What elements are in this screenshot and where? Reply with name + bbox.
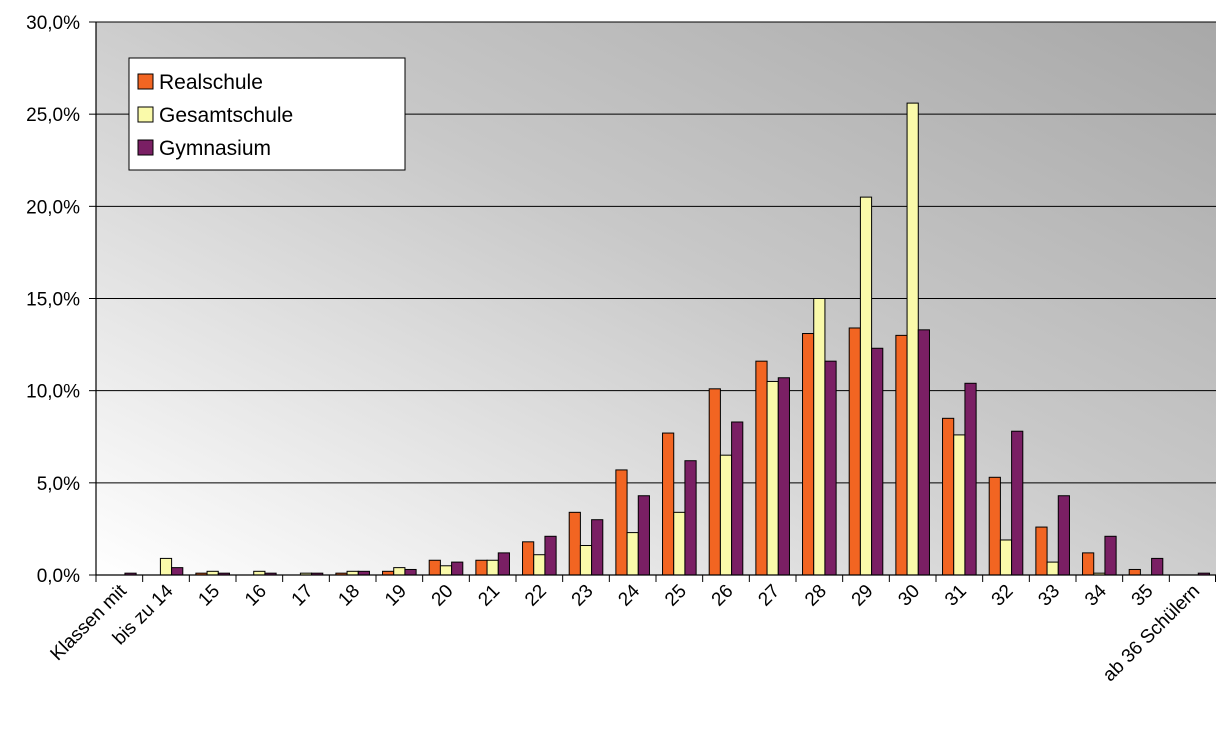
bar-gymnasium-6 [404, 568, 417, 576]
legend-label-realschule: Realschule [159, 71, 263, 94]
bars [124, 102, 1210, 576]
bar-gesamtschule-20 [1046, 561, 1059, 576]
x-tick-label: 21 [474, 581, 504, 611]
bar-gymnasium-19 [1011, 430, 1024, 576]
bar-realschule-14 [755, 360, 768, 576]
bar-realschule-12 [662, 432, 675, 576]
bar-gymnasium-13 [731, 421, 744, 576]
bar-gesamtschule-9 [533, 554, 546, 576]
bar-realschule-21 [1082, 552, 1095, 576]
x-tick-label: 24 [614, 580, 644, 610]
x-tick-label: 18 [334, 581, 364, 611]
bar-realschule-9 [522, 541, 535, 576]
bar-gesamtschule-16 [859, 196, 873, 576]
x-tick-label: 35 [1128, 581, 1158, 611]
bar-gesamtschule-14 [766, 380, 779, 576]
bar-realschule-8 [475, 559, 488, 576]
bar-gymnasium-17 [917, 329, 930, 576]
gridlines [96, 21, 1216, 484]
legend-box [128, 57, 406, 171]
bar-realschule-13 [708, 388, 721, 576]
bar-gymnasium-21 [1104, 535, 1117, 576]
bar-gymnasium-22 [1151, 557, 1164, 576]
bar-realschule-7 [428, 559, 441, 576]
bar-gymnasium-16 [871, 347, 884, 576]
y-tick-label: 10,0% [26, 382, 80, 403]
x-tick-label: 17 [288, 581, 318, 611]
legend-label-gesamtschule: Gesamtschule [159, 104, 293, 127]
x-tick-label: 29 [848, 581, 878, 611]
bar-gesamtschule-1 [159, 557, 173, 576]
bar-gesamtschule-8 [486, 559, 499, 576]
bar-gesamtschule-18 [953, 434, 966, 576]
y-tick-label: 25,0% [26, 105, 80, 126]
x-tick-label: 27 [754, 581, 784, 611]
bar-gymnasium-18 [964, 382, 977, 576]
bar-gesamtschule-12 [673, 511, 686, 576]
legend: Realschule Gesamtschule Gymnasium [128, 57, 406, 171]
bar-realschule-22 [1128, 568, 1141, 576]
bar-realschule-20 [1035, 526, 1048, 576]
y-tick-label: 0,0% [37, 566, 80, 587]
x-tick-label: 30 [894, 581, 924, 611]
bar-gymnasium-9 [544, 535, 557, 576]
x-tick-label: 19 [381, 581, 411, 611]
bar-gymnasium-10 [591, 519, 604, 576]
bar-gymnasium-20 [1057, 495, 1070, 576]
x-tick-label: 15 [194, 581, 224, 611]
bar-gesamtschule-7 [439, 565, 453, 576]
x-tick-label: 23 [568, 581, 598, 611]
x-tick-label: 22 [521, 581, 551, 611]
y-tick-label: 15,0% [26, 290, 80, 311]
x-tick-label: 26 [708, 581, 738, 611]
y-tick-label: 30,0% [26, 13, 80, 34]
bar-gymnasium-14 [777, 377, 790, 576]
bar-gesamtschule-15 [813, 298, 826, 576]
legend-swatch-realschule [137, 73, 154, 90]
bar-realschule-18 [942, 417, 955, 576]
bar-realschule-15 [802, 333, 815, 576]
bar-realschule-17 [895, 334, 908, 576]
bar-gymnasium-1 [171, 567, 184, 576]
bar-gymnasium-12 [684, 460, 697, 576]
x-tick-label: 32 [988, 581, 1018, 611]
x-tick-label: 28 [801, 581, 831, 611]
x-tick-label: 31 [941, 581, 971, 611]
bar-gesamtschule-11 [626, 532, 639, 576]
bar-realschule-11 [615, 469, 628, 576]
bar-gesamtschule-6 [393, 567, 406, 576]
x-tick-label: 34 [1081, 580, 1111, 610]
y-tick-label: 5,0% [37, 474, 80, 495]
y-tick-label: 20,0% [26, 197, 80, 218]
legend-swatch-gymnasium [137, 139, 154, 156]
bar-gymnasium-8 [497, 552, 510, 576]
legend-label-gymnasium: Gymnasium [159, 137, 271, 160]
bar-gymnasium-7 [451, 561, 464, 576]
bar-realschule-10 [568, 511, 581, 576]
bar-gesamtschule-17 [906, 102, 919, 576]
bar-gymnasium-11 [637, 495, 650, 576]
bar-gymnasium-15 [824, 360, 837, 576]
bar-gesamtschule-13 [719, 454, 733, 576]
x-tick-label: 16 [241, 581, 271, 611]
x-tick-label: 25 [661, 581, 691, 611]
x-tick-label: Klassen mit [47, 580, 132, 665]
bar-gesamtschule-10 [579, 545, 593, 576]
x-tick-label: 33 [1034, 581, 1064, 611]
legend-swatch-gesamtschule [137, 106, 154, 123]
y-axis-ticks: 0,0% 5,0% 10,0% 15,0% 20,0% 25,0% 30,0% [26, 13, 96, 587]
bar-realschule-19 [988, 476, 1001, 576]
bar-gesamtschule-19 [999, 539, 1013, 576]
bar-realschule-16 [848, 327, 861, 576]
x-tick-label: 20 [428, 581, 458, 611]
